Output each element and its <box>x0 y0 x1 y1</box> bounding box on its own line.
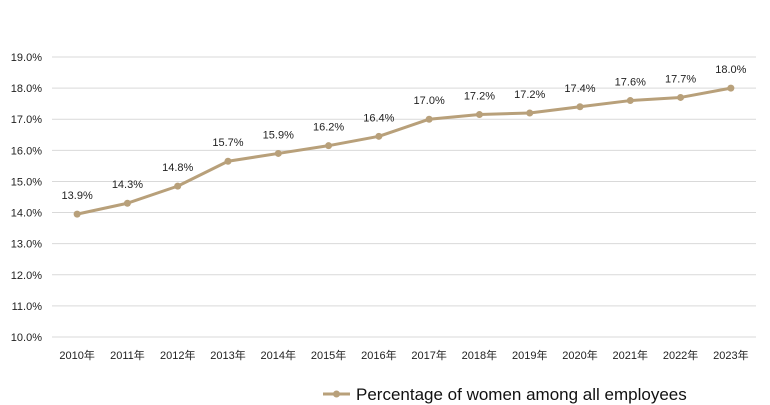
data-point <box>375 132 383 140</box>
data-point <box>576 103 584 111</box>
x-tick-label: 2011年 <box>110 348 145 362</box>
y-tick-label: 12.0% <box>11 270 42 282</box>
data-label: 18.0% <box>715 64 746 76</box>
y-tick-label: 14.0% <box>11 208 42 220</box>
legend: Percentage of women among all employees <box>323 385 687 404</box>
data-point <box>224 157 232 165</box>
y-tick-label: 13.0% <box>11 239 42 251</box>
x-tick-label: 2016年 <box>361 348 396 362</box>
x-tick-label: 2022年 <box>663 348 698 362</box>
y-tick-label: 15.0% <box>11 176 42 188</box>
data-label: 14.8% <box>162 162 193 174</box>
legend-label: Percentage of women among all employees <box>356 385 687 404</box>
x-tick-label: 2023年 <box>713 348 748 362</box>
data-point <box>425 115 433 123</box>
y-tick-label: 18.0% <box>11 83 42 95</box>
x-tick-label: 2014年 <box>261 348 296 362</box>
x-tick-label: 2021年 <box>613 348 648 362</box>
data-label: 15.9% <box>263 129 294 141</box>
data-label: 17.7% <box>665 73 696 85</box>
x-tick-label: 2013年 <box>210 348 245 362</box>
data-labels: 13.9% 14.3% 14.8% 15.7% 15.9% 16.2% 16.4% 17.0%… <box>62 64 747 202</box>
data-point <box>677 93 685 101</box>
data-label: 17.2% <box>514 89 545 101</box>
x-tick-label: 2015年 <box>311 348 346 362</box>
data-point <box>626 97 634 105</box>
x-tick-label: 2012年 <box>160 348 195 362</box>
legend-swatch-marker <box>333 390 340 398</box>
data-label: 17.2% <box>464 91 495 103</box>
data-label: 13.9% <box>62 190 93 202</box>
data-label: 15.7% <box>212 137 243 149</box>
x-tick-label: 2017年 <box>411 348 446 362</box>
data-label: 17.6% <box>615 77 646 89</box>
y-tick-label: 16.0% <box>11 145 42 157</box>
data-label: 16.2% <box>313 122 344 134</box>
data-label: 16.4% <box>363 112 394 124</box>
data-point <box>123 199 131 207</box>
y-axis-ticks: 10.0% 11.0% 12.0% 13.0% 14.0% 15.0% 16.0% 17.0%… <box>11 52 42 344</box>
series-line <box>76 86 732 216</box>
data-label: 17.0% <box>414 95 445 107</box>
data-point <box>325 142 333 150</box>
data-label: 17.4% <box>564 83 595 95</box>
x-tick-label: 2010年 <box>59 348 94 362</box>
series-group <box>73 84 735 218</box>
y-tick-label: 11.0% <box>12 301 43 313</box>
x-axis-ticks: 2010年 2011年 2012年 2013年 2014年 2015年 2016年 2017年… <box>59 348 748 362</box>
data-point <box>274 149 282 157</box>
y-tick-label: 17.0% <box>11 114 42 126</box>
y-tick-label: 10.0% <box>11 332 42 344</box>
data-point <box>526 109 534 117</box>
x-tick-label: 2019年 <box>512 348 547 362</box>
data-point <box>174 182 182 190</box>
x-tick-label: 2018年 <box>462 348 497 362</box>
data-label: 14.3% <box>112 179 143 191</box>
y-tick-label: 19.0% <box>11 52 42 64</box>
data-point <box>73 210 81 218</box>
x-tick-label: 2020年 <box>562 348 597 362</box>
gridlines <box>52 56 756 338</box>
data-point <box>475 111 483 119</box>
data-point <box>727 84 735 92</box>
